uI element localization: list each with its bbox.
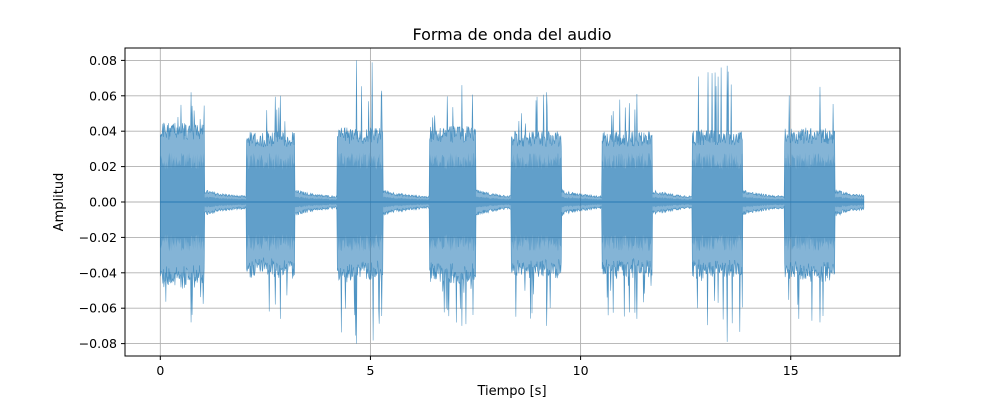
y-tick-label: −0.04 [79, 265, 117, 280]
waveform-series [160, 60, 865, 344]
y-tick-label: −0.06 [79, 301, 117, 316]
y-tick-label: 0.02 [89, 159, 117, 174]
y-axis-label: Amplitud [52, 173, 67, 232]
axes: 0 5 10 15 −0.08 −0.06 −0.04 −0.02 0.00 0.02 0.04 0.… [79, 47, 901, 378]
x-tick-label: 5 [366, 363, 374, 378]
y-tick-label: 0.04 [89, 124, 117, 139]
x-tick-label: 0 [156, 363, 164, 378]
x-tick-label: 10 [573, 363, 589, 378]
x-tick-label: 15 [783, 363, 799, 378]
y-tick-label: 0.06 [89, 88, 117, 103]
y-tick-label: 0.08 [89, 53, 117, 68]
y-tick-label: 0.00 [89, 195, 117, 210]
x-axis-label: Tiempo [s] [476, 384, 546, 399]
chart-title: Forma de onda del audio [412, 25, 611, 44]
y-tick-label: −0.02 [79, 230, 117, 245]
y-tick-label: −0.08 [79, 336, 117, 351]
